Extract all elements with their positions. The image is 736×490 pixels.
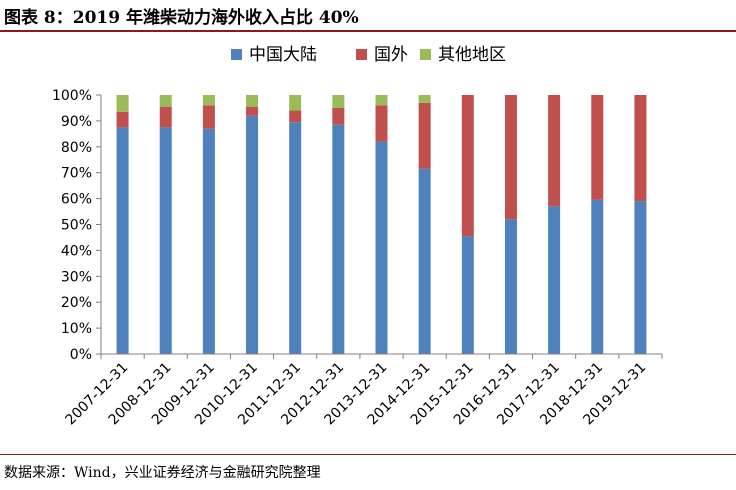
bar-2019-12-31-1 [634,95,647,202]
y-axis: 0% 10% 20% 30% 40% 50% 60% 70% 80% 90% 100% [52,88,102,363]
bar-2007-12-31-2 [116,95,129,112]
bar-2018-12-31-0 [591,199,604,354]
bar-2009-12-31-0 [202,128,215,354]
bar-2015-12-31-0 [461,236,474,354]
bar-2008-12-31-1 [159,106,172,128]
bars [116,95,647,354]
legend: 中国大陆 国外 其他地区 [231,45,506,65]
legend-label-2: 其他地区 [438,45,506,65]
legend-label-0: 中国大陆 [249,45,317,65]
bar-2011-12-31-1 [289,110,302,123]
bar-2013-12-31-2 [375,95,388,106]
bar-2009-12-31-2 [202,95,215,106]
bar-2015-12-31-1 [461,95,474,237]
y-tick-label: 100% [52,88,92,104]
bar-2011-12-31-0 [289,122,302,354]
bar-2008-12-31-0 [159,127,172,354]
bar-2014-12-31-1 [418,102,431,169]
bar-2007-12-31-0 [116,127,129,354]
y-tick-label: 70% [61,166,92,182]
legend-swatch-2 [420,49,431,60]
bar-2018-12-31-1 [591,95,604,200]
bar-2013-12-31-0 [375,141,388,354]
y-tick-label: 20% [61,295,92,311]
bar-2014-12-31-2 [418,95,431,103]
bar-2013-12-31-1 [375,105,388,142]
bar-2010-12-31-0 [246,115,259,354]
y-tick-label: 0% [70,347,92,363]
footer-rule [0,454,736,455]
figure-title: 图表 8：2019 年潍柴动力海外收入占比 40% [4,8,359,28]
bar-2011-12-31-2 [289,95,302,111]
y-tick-label: 90% [61,114,92,130]
y-tick-label: 10% [61,321,92,337]
bar-2017-12-31-1 [548,95,561,207]
bar-2016-12-31-0 [504,219,517,354]
bar-2009-12-31-1 [202,105,215,129]
bar-2012-12-31-1 [332,107,345,125]
bar-2016-12-31-1 [504,95,517,220]
stacked-bar-chart: 中国大陆 国外 其他地区 0% 10% 20% 30% 40% 50% 60% 70% 80% 90%… [52,45,663,428]
bar-2017-12-31-0 [548,206,561,354]
y-tick-label: 80% [61,140,92,156]
legend-label-1: 国外 [374,45,408,65]
bar-2008-12-31-2 [159,95,172,107]
bar-2019-12-31-0 [634,201,647,354]
legend-swatch-1 [356,49,367,60]
y-tick-label: 50% [61,218,92,234]
bar-2012-12-31-2 [332,95,345,108]
y-tick-label: 40% [61,243,92,259]
bar-2007-12-31-1 [116,111,129,128]
bar-2010-12-31-2 [246,95,259,107]
bar-2012-12-31-0 [332,124,345,354]
y-tick-label: 60% [61,192,92,208]
legend-swatch-0 [231,49,242,60]
y-tick-label: 30% [61,269,92,285]
title-rule [0,30,736,32]
bar-2010-12-31-1 [246,106,259,116]
source-note: 数据来源：Wind，兴业证券经济与金融研究院整理 [4,465,321,481]
bar-2014-12-31-0 [418,168,431,354]
x-axis: 2007-12-312008-12-312009-12-312010-12-31… [63,353,663,428]
